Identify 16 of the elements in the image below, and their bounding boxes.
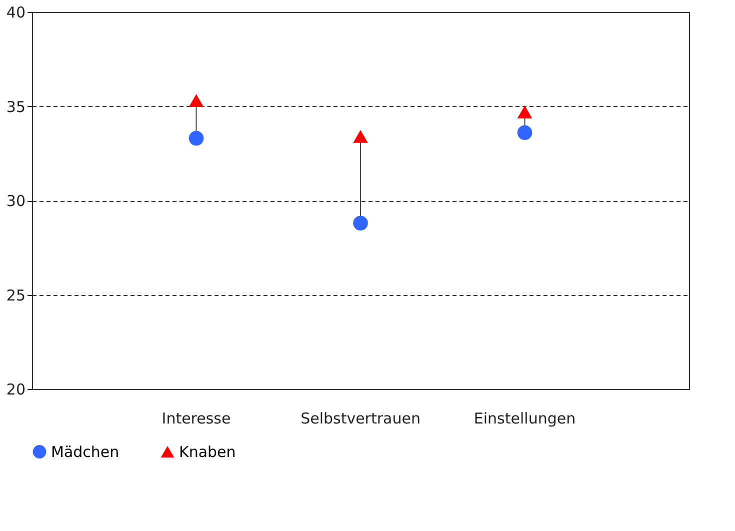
- point: [188, 130, 204, 146]
- point: [517, 105, 532, 118]
- y-tick-label: 35: [6, 98, 26, 116]
- y-tick-label: 25: [6, 286, 26, 304]
- y-tick-label: 30: [6, 192, 26, 210]
- point: [353, 216, 368, 231]
- x-tick-label: Interesse: [162, 410, 231, 428]
- y-tick-label: 20: [6, 380, 26, 398]
- point: [188, 94, 204, 108]
- point: [353, 130, 368, 143]
- legend-label: Mädchen: [51, 442, 120, 461]
- x-tick-label: Einstellungen: [474, 410, 576, 428]
- x-tick-label: Selbstvertrauen: [300, 410, 420, 428]
- y-tick-label: 40: [6, 4, 26, 22]
- point: [517, 125, 532, 140]
- legend-label: Knaben: [179, 442, 236, 461]
